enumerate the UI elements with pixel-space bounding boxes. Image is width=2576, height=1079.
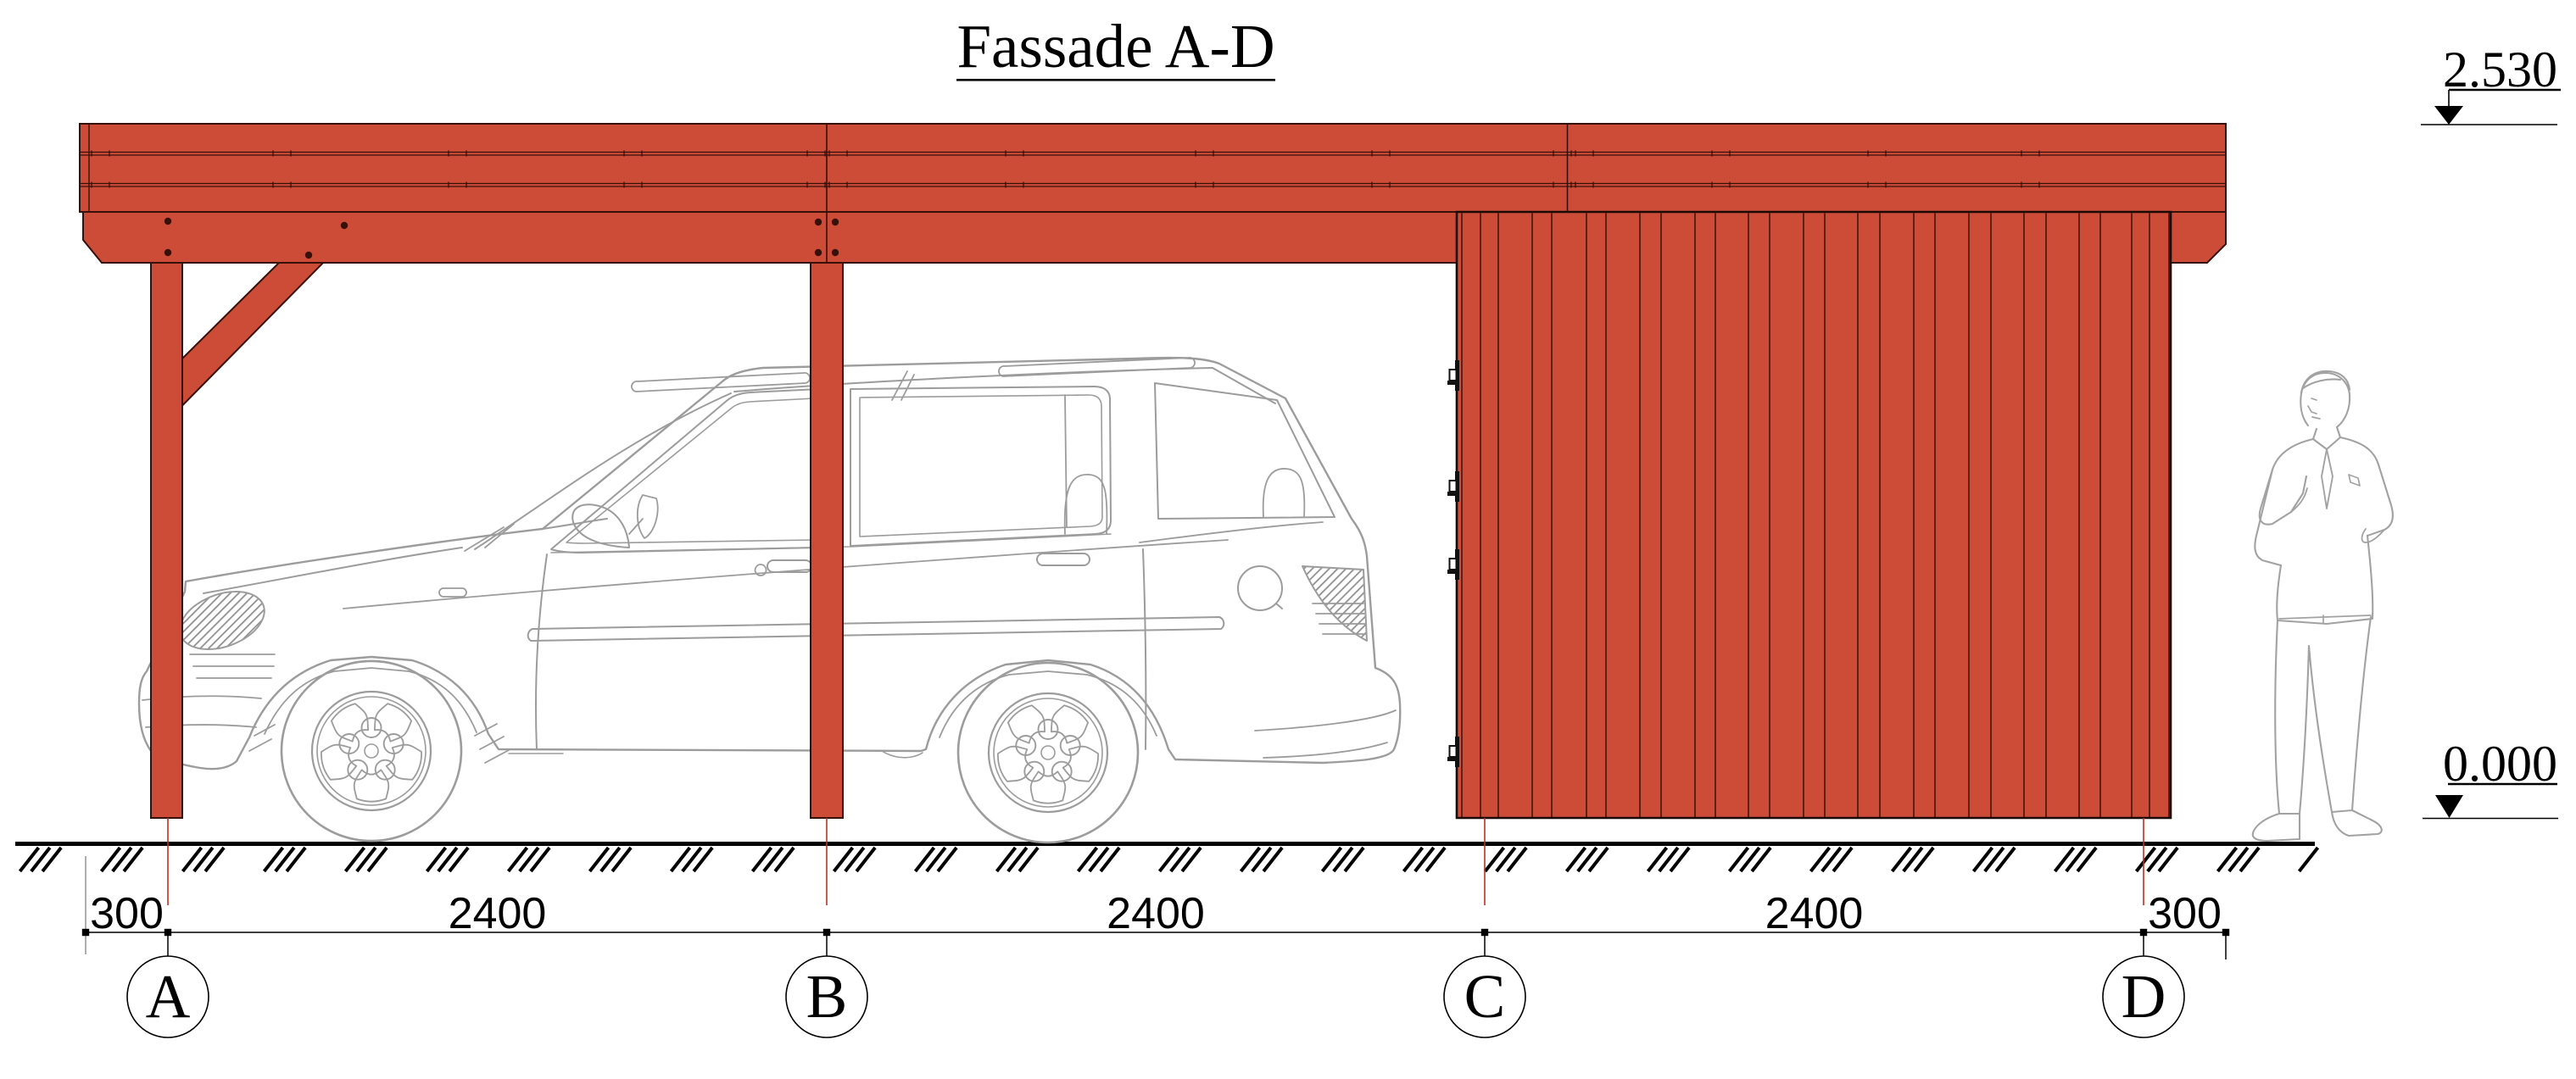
svg-text:300: 300	[2148, 889, 2222, 938]
svg-text:2400: 2400	[1765, 889, 1864, 938]
svg-text:Fassade A-D: Fassade A-D	[956, 12, 1274, 81]
svg-text:0.000: 0.000	[2443, 736, 2557, 792]
svg-text:C: C	[1464, 962, 1506, 1031]
svg-text:D: D	[2122, 962, 2166, 1031]
svg-text:2400: 2400	[1107, 889, 1205, 938]
svg-text:A: A	[146, 962, 191, 1031]
svg-text:2400: 2400	[449, 889, 547, 938]
svg-text:B: B	[806, 962, 848, 1031]
svg-text:300: 300	[90, 889, 164, 938]
svg-text:2.530: 2.530	[2443, 42, 2557, 97]
